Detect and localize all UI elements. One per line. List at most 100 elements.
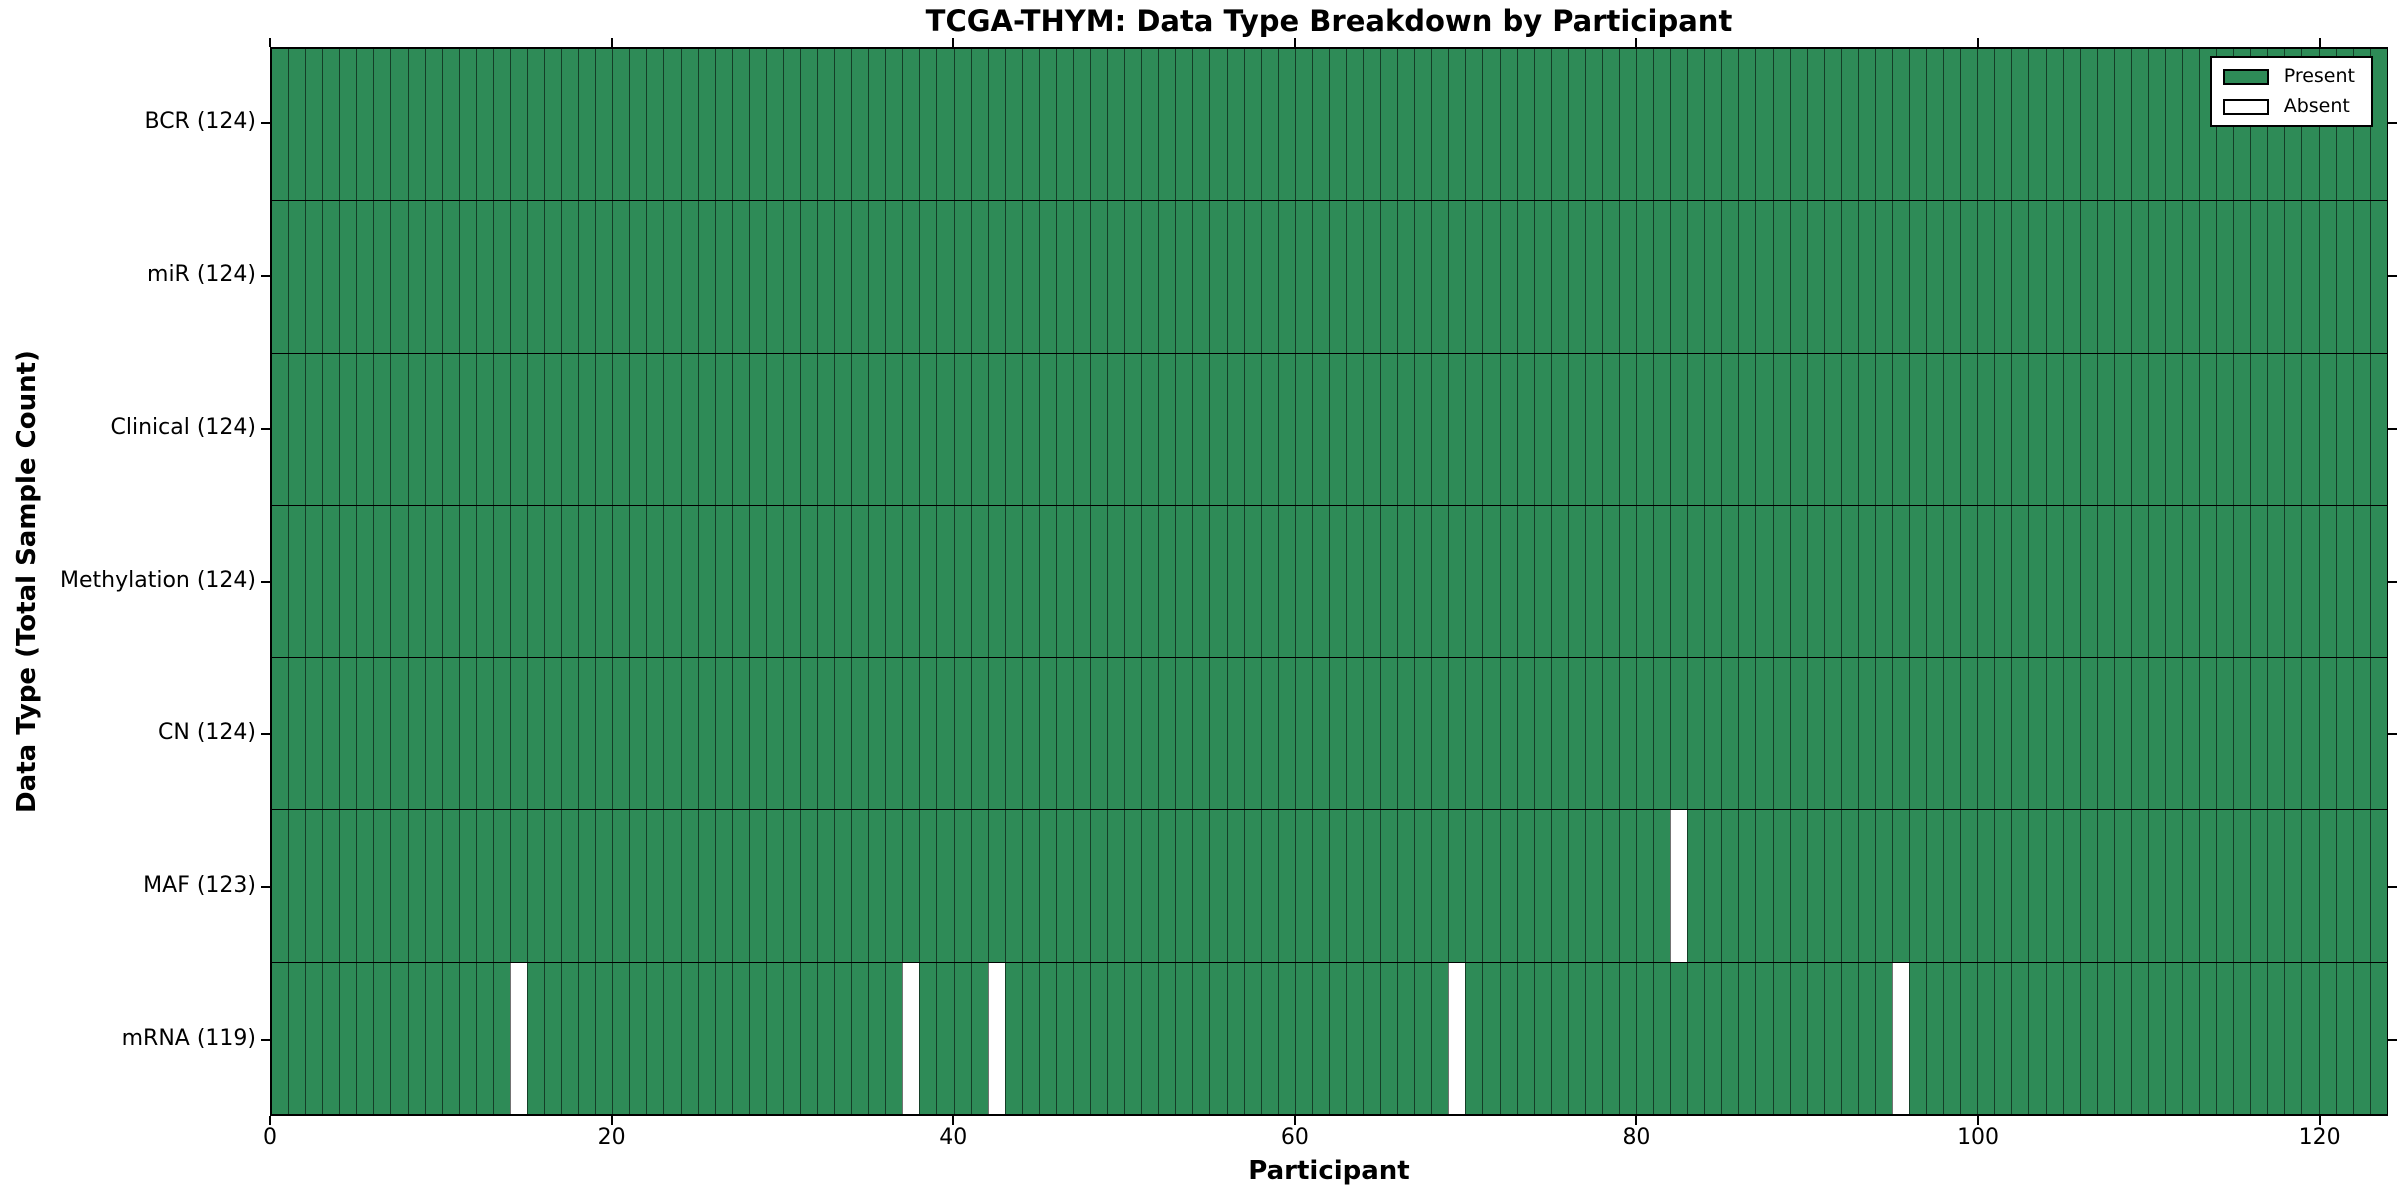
heatmap-cell <box>782 49 800 201</box>
heatmap-cell <box>2250 810 2268 962</box>
heatmap-cell <box>2199 658 2217 810</box>
heatmap-cell <box>1857 810 1875 962</box>
y-tick-mark-right <box>2388 1038 2397 1041</box>
heatmap-cell <box>492 49 510 201</box>
heatmap-cell <box>885 49 903 201</box>
heatmap-cell <box>953 49 971 201</box>
heatmap-cell <box>2011 505 2029 658</box>
heatmap-cell <box>748 201 766 353</box>
heatmap-cell <box>2233 810 2251 962</box>
heatmap-cell <box>2301 658 2319 810</box>
y-tick-mark <box>261 885 270 888</box>
heatmap-cell <box>322 505 340 658</box>
heatmap-cell <box>492 505 510 658</box>
heatmap-cell <box>2318 810 2336 962</box>
heatmap-cell <box>475 353 493 505</box>
heatmap-cell <box>680 201 698 353</box>
heatmap-cell <box>1738 962 1756 1114</box>
heatmap-cell <box>1721 201 1739 353</box>
heatmap-cell <box>1175 810 1193 962</box>
heatmap-cell <box>1328 201 1346 353</box>
heatmap-cell <box>1158 962 1176 1114</box>
heatmap-cell <box>2250 962 2268 1114</box>
heatmap-cell <box>407 49 425 201</box>
heatmap-cell <box>1004 810 1022 962</box>
heatmap-cell <box>1038 353 1056 505</box>
heatmap-cell <box>2284 353 2302 505</box>
heatmap-cell <box>1345 962 1363 1114</box>
heatmap-cell <box>1260 962 1278 1114</box>
heatmap-cell <box>390 353 408 505</box>
heatmap-cell <box>765 353 783 505</box>
heatmap-cell <box>356 658 374 810</box>
heatmap-cell <box>697 505 715 658</box>
heatmap-cell <box>612 810 630 962</box>
heatmap-cell <box>1567 353 1585 505</box>
heatmap-row-Clinical <box>272 352 2387 505</box>
heatmap-cell <box>1874 505 1892 658</box>
heatmap-cell <box>646 962 664 1114</box>
heatmap-cell <box>919 658 937 810</box>
heatmap-cell <box>390 505 408 658</box>
heatmap-cell <box>1448 810 1466 962</box>
heatmap-cell <box>1687 810 1705 962</box>
heatmap-cell <box>2164 962 2182 1114</box>
heatmap-cell <box>2164 49 2182 201</box>
heatmap-cell <box>1789 810 1807 962</box>
heatmap-cell <box>509 658 527 810</box>
heatmap-cell <box>1192 201 1210 353</box>
heatmap-cell <box>1294 201 1312 353</box>
heatmap-cell <box>1072 962 1090 1114</box>
y-tick-label-CN: CN (124) <box>158 720 256 746</box>
heatmap-cell <box>1107 49 1125 201</box>
heatmap-cell <box>272 962 289 1114</box>
heatmap-cell <box>1294 658 1312 810</box>
heatmap-cell <box>561 962 579 1114</box>
heatmap-cell <box>1311 658 1329 810</box>
heatmap-cell <box>356 962 374 1114</box>
heatmap-cell <box>1328 353 1346 505</box>
heatmap-cell <box>612 353 630 505</box>
heatmap-cell <box>2284 658 2302 810</box>
heatmap-cell <box>2079 49 2097 201</box>
heatmap-cell <box>2369 810 2387 962</box>
heatmap-cell <box>1567 658 1585 810</box>
x-tick-mark-top <box>952 38 955 47</box>
heatmap-cell <box>578 505 596 658</box>
heatmap-cell <box>1618 201 1636 353</box>
heatmap-cell <box>1994 353 2012 505</box>
heatmap-cell <box>697 201 715 353</box>
heatmap-cell <box>424 658 442 810</box>
heatmap-cell <box>782 505 800 658</box>
heatmap-cell <box>1175 962 1193 1114</box>
heatmap-cell <box>2028 658 2046 810</box>
heatmap-cell <box>509 201 527 353</box>
heatmap-cell <box>441 49 459 201</box>
heatmap-cell <box>1960 353 1978 505</box>
heatmap-cell <box>407 353 425 505</box>
x-tick-label-60: 60 <box>1280 1125 1309 1150</box>
heatmap-cell <box>1567 49 1585 201</box>
heatmap-cell <box>2045 810 2063 962</box>
heatmap-cell <box>1772 49 1790 201</box>
heatmap-cell <box>339 505 357 658</box>
heatmap-cell <box>1277 49 1295 201</box>
heatmap-cell <box>868 353 886 505</box>
heatmap-cell <box>1533 201 1551 353</box>
heatmap-cell <box>1004 505 1022 658</box>
heatmap-cell <box>595 201 613 353</box>
heatmap-cell <box>2335 658 2353 810</box>
heatmap-cell <box>595 658 613 810</box>
heatmap-cell <box>1465 962 1483 1114</box>
heatmap-cell <box>2352 962 2370 1114</box>
heatmap-cell <box>697 49 715 201</box>
heatmap-cell <box>2062 810 2080 962</box>
heatmap-cell <box>1670 505 1688 658</box>
heatmap-cell <box>2216 201 2234 353</box>
heatmap-cell <box>782 353 800 505</box>
heatmap-cell <box>1755 810 1773 962</box>
heatmap-cell <box>1499 962 1517 1114</box>
heatmap-row-MAF <box>272 809 2387 962</box>
heatmap-cell <box>1857 353 1875 505</box>
heatmap-cell <box>1260 49 1278 201</box>
